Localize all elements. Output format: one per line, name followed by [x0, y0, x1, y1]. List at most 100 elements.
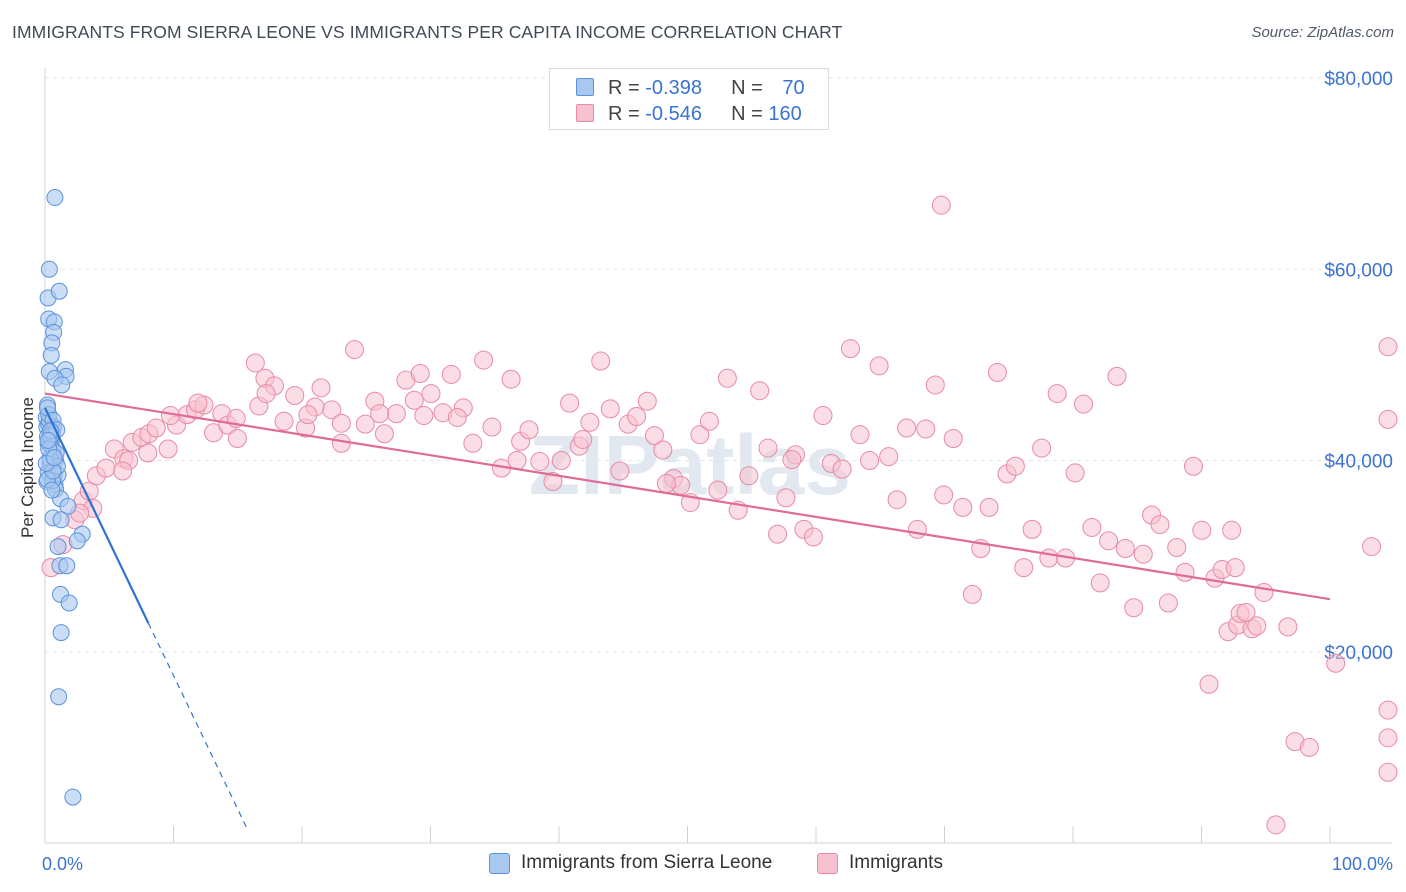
sierra-leone-point: [58, 557, 76, 575]
sierra-leone-point: [49, 538, 67, 556]
immigrants-point: [934, 485, 954, 505]
immigrants-point: [832, 459, 852, 479]
immigrants-point: [245, 353, 265, 373]
x-tick-label: 100.0%: [1332, 854, 1393, 874]
immigrants-point: [1326, 653, 1346, 673]
immigrants-point: [322, 400, 342, 420]
immigrants-point: [962, 584, 982, 604]
immigrants-point: [776, 488, 796, 508]
immigrants-point: [1090, 573, 1110, 593]
immigrants-point: [355, 414, 375, 434]
sierra-leone-point: [45, 449, 63, 467]
immigrants-point: [421, 384, 441, 404]
immigrants-point: [345, 340, 365, 360]
immigrants-point: [979, 497, 999, 517]
immigrants-point: [580, 412, 600, 432]
immigrants-point: [404, 390, 424, 410]
immigrants-point: [739, 466, 759, 486]
immigrants-point: [1299, 737, 1319, 757]
source-label: Source: ZipAtlas.com: [1251, 24, 1394, 41]
legend-r-value: -0.546: [645, 103, 702, 125]
immigrants-point: [1014, 558, 1034, 578]
immigrants-point: [1378, 337, 1398, 357]
sierra-leone-point: [52, 624, 70, 642]
immigrants-point: [410, 363, 430, 383]
bottom-legend-swatch-pink: [817, 853, 838, 874]
legend-r-label: R =: [608, 77, 646, 99]
immigrants-point: [285, 385, 305, 405]
immigrants-point: [1158, 593, 1178, 613]
immigrants-point: [1175, 562, 1195, 582]
immigrants-point: [441, 364, 461, 384]
immigrants-point: [447, 407, 467, 427]
immigrants-point: [637, 391, 657, 411]
immigrants-point: [1047, 384, 1067, 404]
immigrants-point: [879, 447, 899, 467]
immigrants-point: [758, 438, 778, 458]
immigrants-point: [551, 451, 571, 470]
series-sierra-leone-points: [37, 189, 91, 806]
immigrants-point: [768, 524, 788, 544]
immigrants-point: [782, 450, 802, 470]
immigrants-point: [507, 451, 527, 470]
immigrants-point: [925, 375, 945, 395]
immigrants-point: [860, 451, 880, 470]
immigrants-point: [1192, 520, 1212, 540]
legend-n-label: N =: [731, 103, 769, 125]
legend-n-label: N =: [731, 77, 769, 99]
immigrants-point: [573, 429, 593, 449]
sierra-leone-trend-line: [44, 407, 150, 624]
immigrants-point: [96, 458, 116, 478]
immigrants-point: [1167, 538, 1187, 558]
y-tick-label: $80,000: [1324, 69, 1393, 90]
sierra-leone-point: [53, 376, 71, 394]
immigrants-point: [298, 405, 318, 425]
legend-r-label: R =: [608, 103, 646, 125]
immigrants-point: [1032, 438, 1052, 458]
sierra-leone-point: [39, 431, 57, 449]
immigrants-point: [591, 351, 611, 371]
immigrants-point: [414, 406, 434, 426]
legend-r-value: -0.398: [645, 77, 702, 99]
immigrants-point: [1107, 366, 1127, 386]
sierra-leone-point: [59, 497, 77, 515]
y-axis-label: Per Capita Income: [18, 397, 37, 538]
immigrants-point: [1133, 544, 1153, 564]
immigrants-point: [113, 461, 133, 481]
immigrants-point: [690, 425, 710, 445]
sierra-leone-point: [43, 481, 61, 499]
immigrants-point: [931, 195, 951, 215]
immigrants-point: [158, 439, 178, 459]
immigrants-point: [274, 411, 294, 431]
correlation-legend: R = -0.398 N = 70 R = -0.546 N = 160: [549, 68, 829, 130]
sierra-leone-trend-extension: [147, 622, 248, 828]
immigrants-point: [482, 417, 502, 437]
sierra-leone-point: [42, 346, 60, 364]
immigrants-point: [374, 424, 394, 444]
immigrants-point: [1005, 456, 1025, 476]
immigrants-point: [386, 404, 406, 424]
immigrants-point: [1378, 409, 1398, 429]
immigrants-point: [987, 363, 1007, 383]
immigrants-point: [1266, 815, 1286, 835]
sierra-leone-point: [46, 189, 64, 207]
immigrants-point: [1247, 616, 1267, 636]
immigrants-point: [813, 406, 833, 426]
y-tick-label: $60,000: [1324, 260, 1393, 281]
immigrants-point: [1065, 463, 1085, 483]
immigrants-point: [1378, 728, 1398, 748]
immigrants-point: [543, 472, 563, 492]
immigrants-point: [1225, 558, 1245, 578]
immigrants-point: [610, 461, 630, 481]
bottom-legend-label: Immigrants: [849, 852, 943, 873]
immigrants-point: [850, 425, 870, 445]
immigrants-point: [943, 429, 963, 449]
immigrants-point: [146, 418, 166, 438]
immigrants-point: [897, 418, 917, 438]
immigrants-point: [708, 480, 728, 500]
immigrants-point: [463, 433, 483, 453]
legend-n-value: 70: [782, 77, 805, 99]
sierra-leone-point: [50, 688, 68, 706]
immigrants-point: [1199, 674, 1219, 694]
